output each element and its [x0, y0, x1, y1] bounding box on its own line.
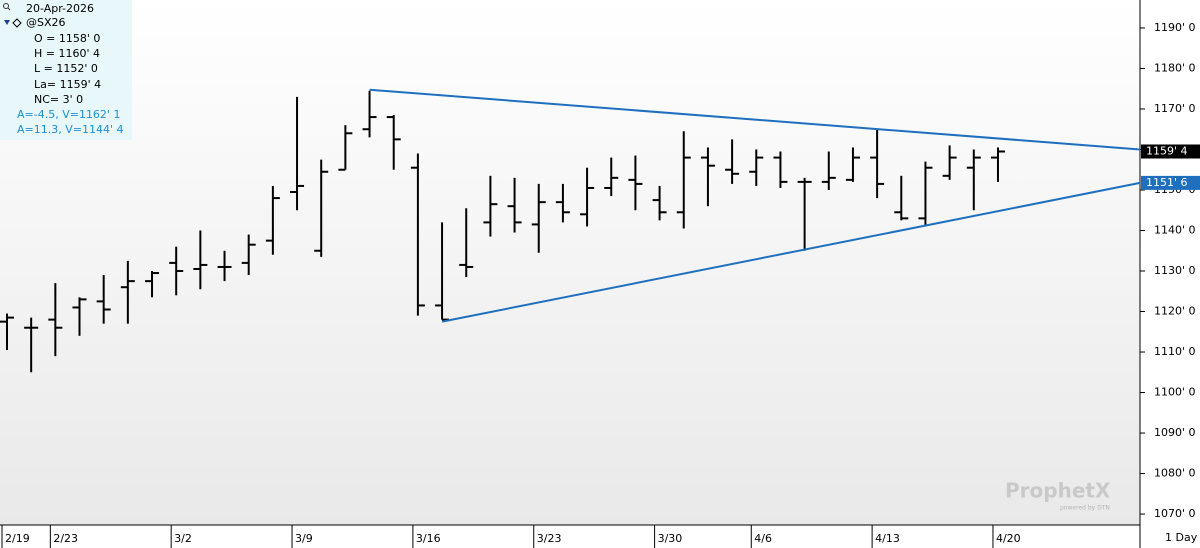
study-line: A=11.3, V=1144' 4	[17, 123, 123, 136]
x-tick-label: 4/13	[875, 532, 900, 545]
x-tick-label: 3/2	[174, 532, 192, 545]
y-tick-label: 1080' 0	[1154, 467, 1196, 480]
header-line: H = 1160' 4	[34, 47, 100, 60]
symbol-icon	[12, 18, 22, 28]
y-tick-label: 1110' 0	[1154, 345, 1196, 358]
x-tick-label: 3/9	[295, 532, 313, 545]
x-tick-label: 4/6	[754, 532, 772, 545]
collapse-icon[interactable]	[4, 20, 10, 25]
y-tick-label: 1070' 0	[1154, 507, 1196, 520]
x-tick-label: 2/19	[5, 532, 30, 545]
y-tick-label: 1170' 0	[1154, 102, 1196, 115]
x-tick-label: 4/20	[996, 532, 1021, 545]
info-panel	[0, 0, 132, 140]
header-line: NC= 3' 0	[34, 93, 83, 106]
search-icon[interactable]	[3, 3, 9, 9]
last-price-label: 1159' 4	[1146, 145, 1188, 158]
plot-background	[0, 0, 1140, 525]
y-tick-label: 1090' 0	[1154, 426, 1196, 439]
header-date: 20-Apr-2026	[26, 2, 94, 15]
y-tick-label: 1190' 0	[1154, 21, 1196, 34]
trendline	[441, 181, 1141, 323]
watermark-sub: powered by DTN	[1060, 505, 1110, 512]
x-axis-background	[0, 525, 1140, 548]
study-line: A=-4.5, V=1162' 1	[17, 108, 120, 121]
x-tick-label: 3/16	[416, 532, 441, 545]
x-tick-label: 3/23	[537, 532, 562, 545]
trendline-price-label: 1151' 6	[1146, 176, 1188, 189]
search-icon-handle	[7, 7, 11, 11]
header-line: O = 1158' 0	[34, 32, 100, 45]
last-price-box	[1141, 144, 1200, 159]
y-tick-label: 1140' 0	[1154, 223, 1196, 236]
y-tick-label: 1120' 0	[1154, 305, 1196, 318]
y-tick-label: 1130' 0	[1154, 264, 1196, 277]
y-tick-label: 1100' 0	[1154, 386, 1196, 399]
y-axis-background	[1140, 0, 1200, 548]
trendline-price-box	[1141, 175, 1200, 190]
watermark: ProphetX	[1005, 479, 1111, 503]
interval-label: 1 Day	[1165, 531, 1198, 544]
header-line: La= 1159' 4	[34, 78, 101, 91]
trendline	[369, 88, 1141, 151]
header-line: L = 1152' 0	[34, 62, 98, 75]
y-tick-label: 1180' 0	[1154, 61, 1196, 74]
header-symbol: @SX26	[26, 16, 66, 29]
x-tick-label: 3/30	[658, 532, 683, 545]
x-tick-label: 2/23	[53, 532, 78, 545]
